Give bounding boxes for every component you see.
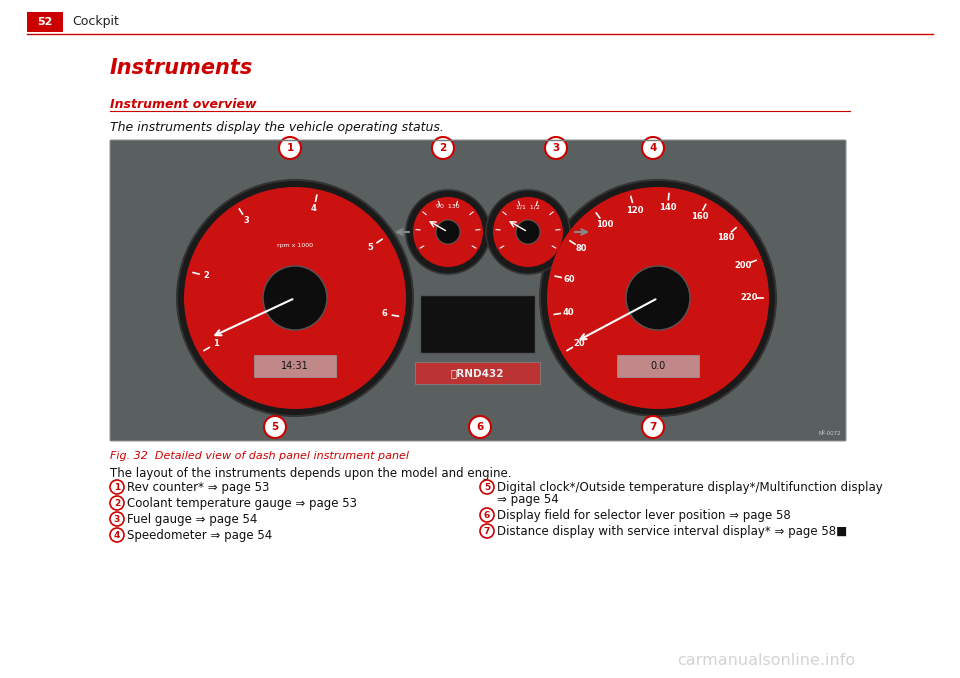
Text: 4: 4	[649, 143, 657, 153]
Circle shape	[480, 508, 494, 522]
Text: 180: 180	[717, 233, 734, 241]
Circle shape	[545, 137, 567, 159]
Text: ⓅRND432: ⓅRND432	[450, 368, 504, 378]
Text: 1: 1	[213, 339, 219, 348]
Text: 140: 140	[659, 203, 676, 212]
Text: 3: 3	[244, 216, 250, 225]
Text: 7: 7	[649, 422, 657, 432]
Text: 1/1  1/2: 1/1 1/2	[516, 205, 540, 210]
Circle shape	[469, 416, 491, 438]
Text: 7: 7	[484, 527, 491, 536]
Text: 200: 200	[734, 261, 752, 270]
Text: 0.0: 0.0	[650, 361, 665, 371]
Bar	[415, 362, 540, 384]
Circle shape	[110, 528, 124, 542]
Text: Cockpit: Cockpit	[72, 16, 119, 28]
Text: 3: 3	[552, 143, 560, 153]
Text: carmanualsonline.info: carmanualsonline.info	[677, 653, 855, 668]
Text: rpm x 1000: rpm x 1000	[277, 243, 313, 249]
Text: 5: 5	[484, 483, 491, 492]
Circle shape	[110, 480, 124, 494]
Text: 4: 4	[114, 530, 120, 540]
Text: Instruments: Instruments	[110, 58, 253, 78]
Text: 6: 6	[382, 309, 388, 318]
Circle shape	[516, 220, 540, 244]
Circle shape	[480, 524, 494, 538]
Bar	[420, 295, 535, 353]
Text: 120: 120	[626, 205, 643, 215]
Text: 20: 20	[573, 339, 585, 348]
Text: The layout of the instruments depends upon the model and engine.: The layout of the instruments depends up…	[110, 467, 512, 480]
Text: 90  130: 90 130	[436, 205, 460, 210]
Circle shape	[264, 416, 286, 438]
Text: 3: 3	[114, 515, 120, 523]
Circle shape	[540, 180, 776, 416]
Text: Nº-0072: Nº-0072	[818, 431, 841, 436]
Text: 60: 60	[564, 275, 575, 283]
Text: 14:31: 14:31	[281, 361, 309, 371]
Text: 5: 5	[272, 422, 278, 432]
Bar	[27, 12, 63, 32]
Bar	[110, 140, 845, 440]
Circle shape	[642, 416, 664, 438]
Text: 4: 4	[311, 205, 317, 214]
Circle shape	[110, 496, 124, 510]
Circle shape	[436, 220, 460, 244]
Bar	[110, 140, 845, 440]
Circle shape	[406, 190, 490, 274]
Text: Display field for selector lever position ⇒ page 58: Display field for selector lever positio…	[497, 508, 791, 521]
Text: Fig. 32  Detailed view of dash panel instrument panel: Fig. 32 Detailed view of dash panel inst…	[110, 451, 409, 461]
Text: 6: 6	[484, 511, 491, 519]
Text: ⇒ page 54: ⇒ page 54	[497, 492, 559, 506]
Text: 1: 1	[286, 143, 294, 153]
Circle shape	[263, 266, 327, 330]
Text: 2: 2	[204, 271, 209, 281]
Circle shape	[642, 137, 664, 159]
Bar	[254, 355, 336, 377]
Circle shape	[279, 137, 301, 159]
Text: Coolant temperature gauge ⇒ page 53: Coolant temperature gauge ⇒ page 53	[127, 496, 357, 509]
Circle shape	[626, 266, 690, 330]
Text: 6: 6	[476, 422, 484, 432]
Text: 1: 1	[114, 483, 120, 492]
Circle shape	[547, 187, 769, 409]
Circle shape	[110, 512, 124, 526]
Text: 5: 5	[368, 243, 373, 252]
Circle shape	[486, 190, 570, 274]
Text: 80: 80	[576, 244, 588, 253]
Circle shape	[184, 187, 406, 409]
Text: Digital clock*/Outside temperature display*/Multifunction display: Digital clock*/Outside temperature displ…	[497, 481, 883, 494]
Text: Instrument overview: Instrument overview	[110, 98, 256, 111]
Text: 2: 2	[114, 498, 120, 508]
Bar	[617, 355, 699, 377]
Text: 40: 40	[563, 308, 574, 317]
Circle shape	[177, 180, 413, 416]
Text: Rev counter* ⇒ page 53: Rev counter* ⇒ page 53	[127, 481, 270, 494]
Text: 2: 2	[440, 143, 446, 153]
Circle shape	[493, 197, 563, 267]
Text: Fuel gauge ⇒ page 54: Fuel gauge ⇒ page 54	[127, 513, 257, 525]
Text: 100: 100	[596, 220, 613, 229]
Text: 220: 220	[740, 294, 757, 302]
Text: 160: 160	[690, 212, 708, 222]
Text: Speedometer ⇒ page 54: Speedometer ⇒ page 54	[127, 528, 273, 542]
Text: The instruments display the vehicle operating status.: The instruments display the vehicle oper…	[110, 121, 444, 134]
Circle shape	[432, 137, 454, 159]
Text: 52: 52	[37, 17, 53, 27]
Circle shape	[480, 480, 494, 494]
Circle shape	[413, 197, 483, 267]
Text: Distance display with service interval display* ⇒ page 58■: Distance display with service interval d…	[497, 525, 848, 538]
